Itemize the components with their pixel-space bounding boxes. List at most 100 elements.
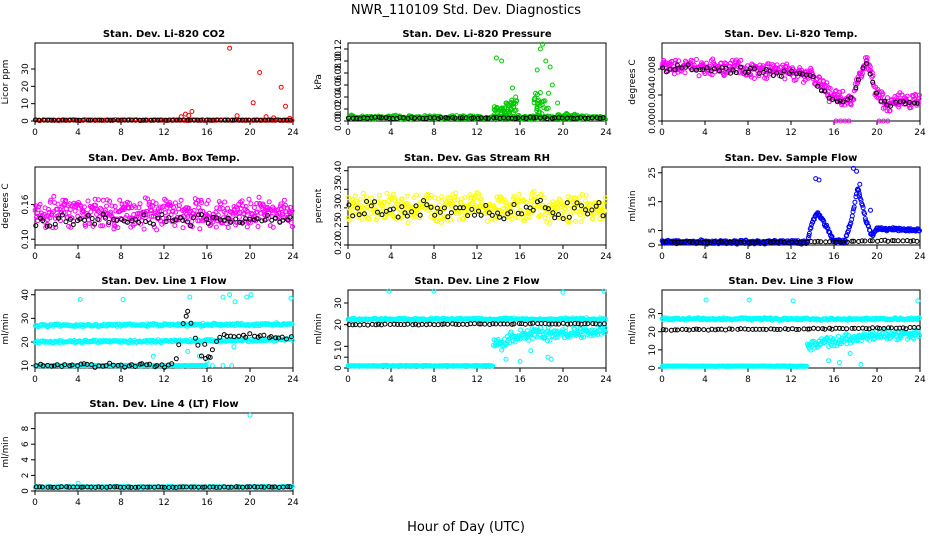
point-all (384, 190, 390, 196)
point-mean (687, 239, 693, 245)
point-band-high (746, 297, 752, 303)
point-mean (373, 322, 379, 328)
y-tick-label: 10 (334, 340, 344, 352)
point-mean (827, 325, 833, 331)
point-scatter (517, 359, 523, 364)
point-all (83, 223, 88, 229)
y-axis-label: ml/min (1, 436, 11, 467)
point-mean (69, 362, 75, 368)
x-tick-label: 20 (244, 375, 256, 385)
data-points (32, 292, 295, 370)
point-all (186, 113, 192, 118)
point-mean (694, 239, 700, 245)
point-mean (125, 219, 130, 225)
point-mean (350, 322, 356, 328)
point-scatter (917, 333, 922, 339)
point-scatter (885, 328, 891, 334)
y-tick-label: 0.20 (334, 235, 344, 255)
point-mean (820, 326, 826, 332)
x-tick-label: 0 (32, 498, 38, 508)
point-mean (511, 202, 517, 207)
y-tick-label: 30 (334, 297, 344, 309)
point-mean (767, 68, 773, 74)
point-mean (209, 347, 215, 353)
point-mean (166, 215, 172, 221)
point-all (502, 197, 508, 203)
point-mean (180, 321, 186, 327)
point-mean (247, 216, 253, 222)
point-mean (907, 325, 913, 330)
point-mean (511, 321, 517, 327)
point-all (275, 117, 281, 123)
point-all (50, 209, 56, 215)
x-tick-label: 8 (745, 128, 751, 138)
point-mean (231, 334, 237, 340)
point-all (526, 214, 532, 220)
point-mean (162, 364, 167, 370)
point-mean (383, 115, 389, 121)
point-all (503, 200, 509, 206)
point-mean (441, 205, 447, 211)
point-band-high (602, 316, 608, 322)
point-all (46, 207, 51, 212)
point-all (382, 199, 388, 205)
point-all (281, 197, 287, 203)
point-mean (585, 211, 591, 217)
point-all (195, 197, 201, 203)
point-all (827, 230, 833, 235)
point-mean (207, 354, 213, 360)
point-mean (585, 321, 591, 327)
y-tick-label: 0.000 (648, 108, 658, 134)
point-all (510, 85, 515, 91)
point-all (404, 193, 410, 199)
point-mean (243, 117, 249, 123)
point-mean (269, 217, 275, 223)
point-scatter (808, 347, 814, 353)
x-tick-label: 16 (514, 375, 526, 385)
point-mean (834, 99, 840, 105)
y-tick-label: 0.004 (648, 82, 658, 108)
point-mean (712, 66, 717, 72)
point-mean (457, 115, 463, 121)
point-mean (705, 239, 711, 245)
point-all (290, 224, 295, 230)
point-all (235, 206, 240, 212)
point-mean (192, 335, 198, 341)
point-mean (405, 116, 411, 121)
point-band-mid (197, 353, 202, 359)
point-mean (465, 213, 471, 219)
figure-xlabel: Hour of Day (UTC) (407, 520, 525, 535)
x-tick-label: 16 (514, 252, 526, 262)
point-all (199, 200, 205, 206)
point-mean (95, 216, 101, 222)
point-mean (410, 322, 416, 328)
point-mean (364, 199, 370, 204)
point-all (673, 57, 679, 63)
y-axis-label: Licor ppm (1, 60, 11, 105)
point-mean (583, 207, 588, 213)
point-all (774, 62, 780, 68)
point-mean (472, 212, 477, 218)
y-tick-label: 0 (648, 365, 658, 371)
x-tick-label: 0 (32, 375, 38, 385)
point-all (405, 220, 411, 226)
point-mean (674, 62, 680, 68)
point-mean (882, 98, 888, 104)
point-mean (51, 363, 57, 369)
y-tick-label: 25 (648, 167, 658, 178)
y-tick-label: 0.10 (21, 229, 31, 249)
point-all (484, 218, 490, 224)
x-tick-label: 12 (785, 128, 796, 138)
point-mean (696, 327, 702, 332)
point-mean (40, 218, 46, 224)
point-all (234, 113, 240, 119)
point-all (535, 98, 541, 104)
point-mean (878, 98, 884, 104)
point-mean (448, 210, 454, 216)
point-mean (822, 88, 828, 94)
point-mean (155, 215, 161, 221)
point-mean (566, 214, 572, 220)
point-mean (550, 210, 556, 216)
point-scatter (526, 337, 531, 343)
point-mean (78, 361, 84, 367)
